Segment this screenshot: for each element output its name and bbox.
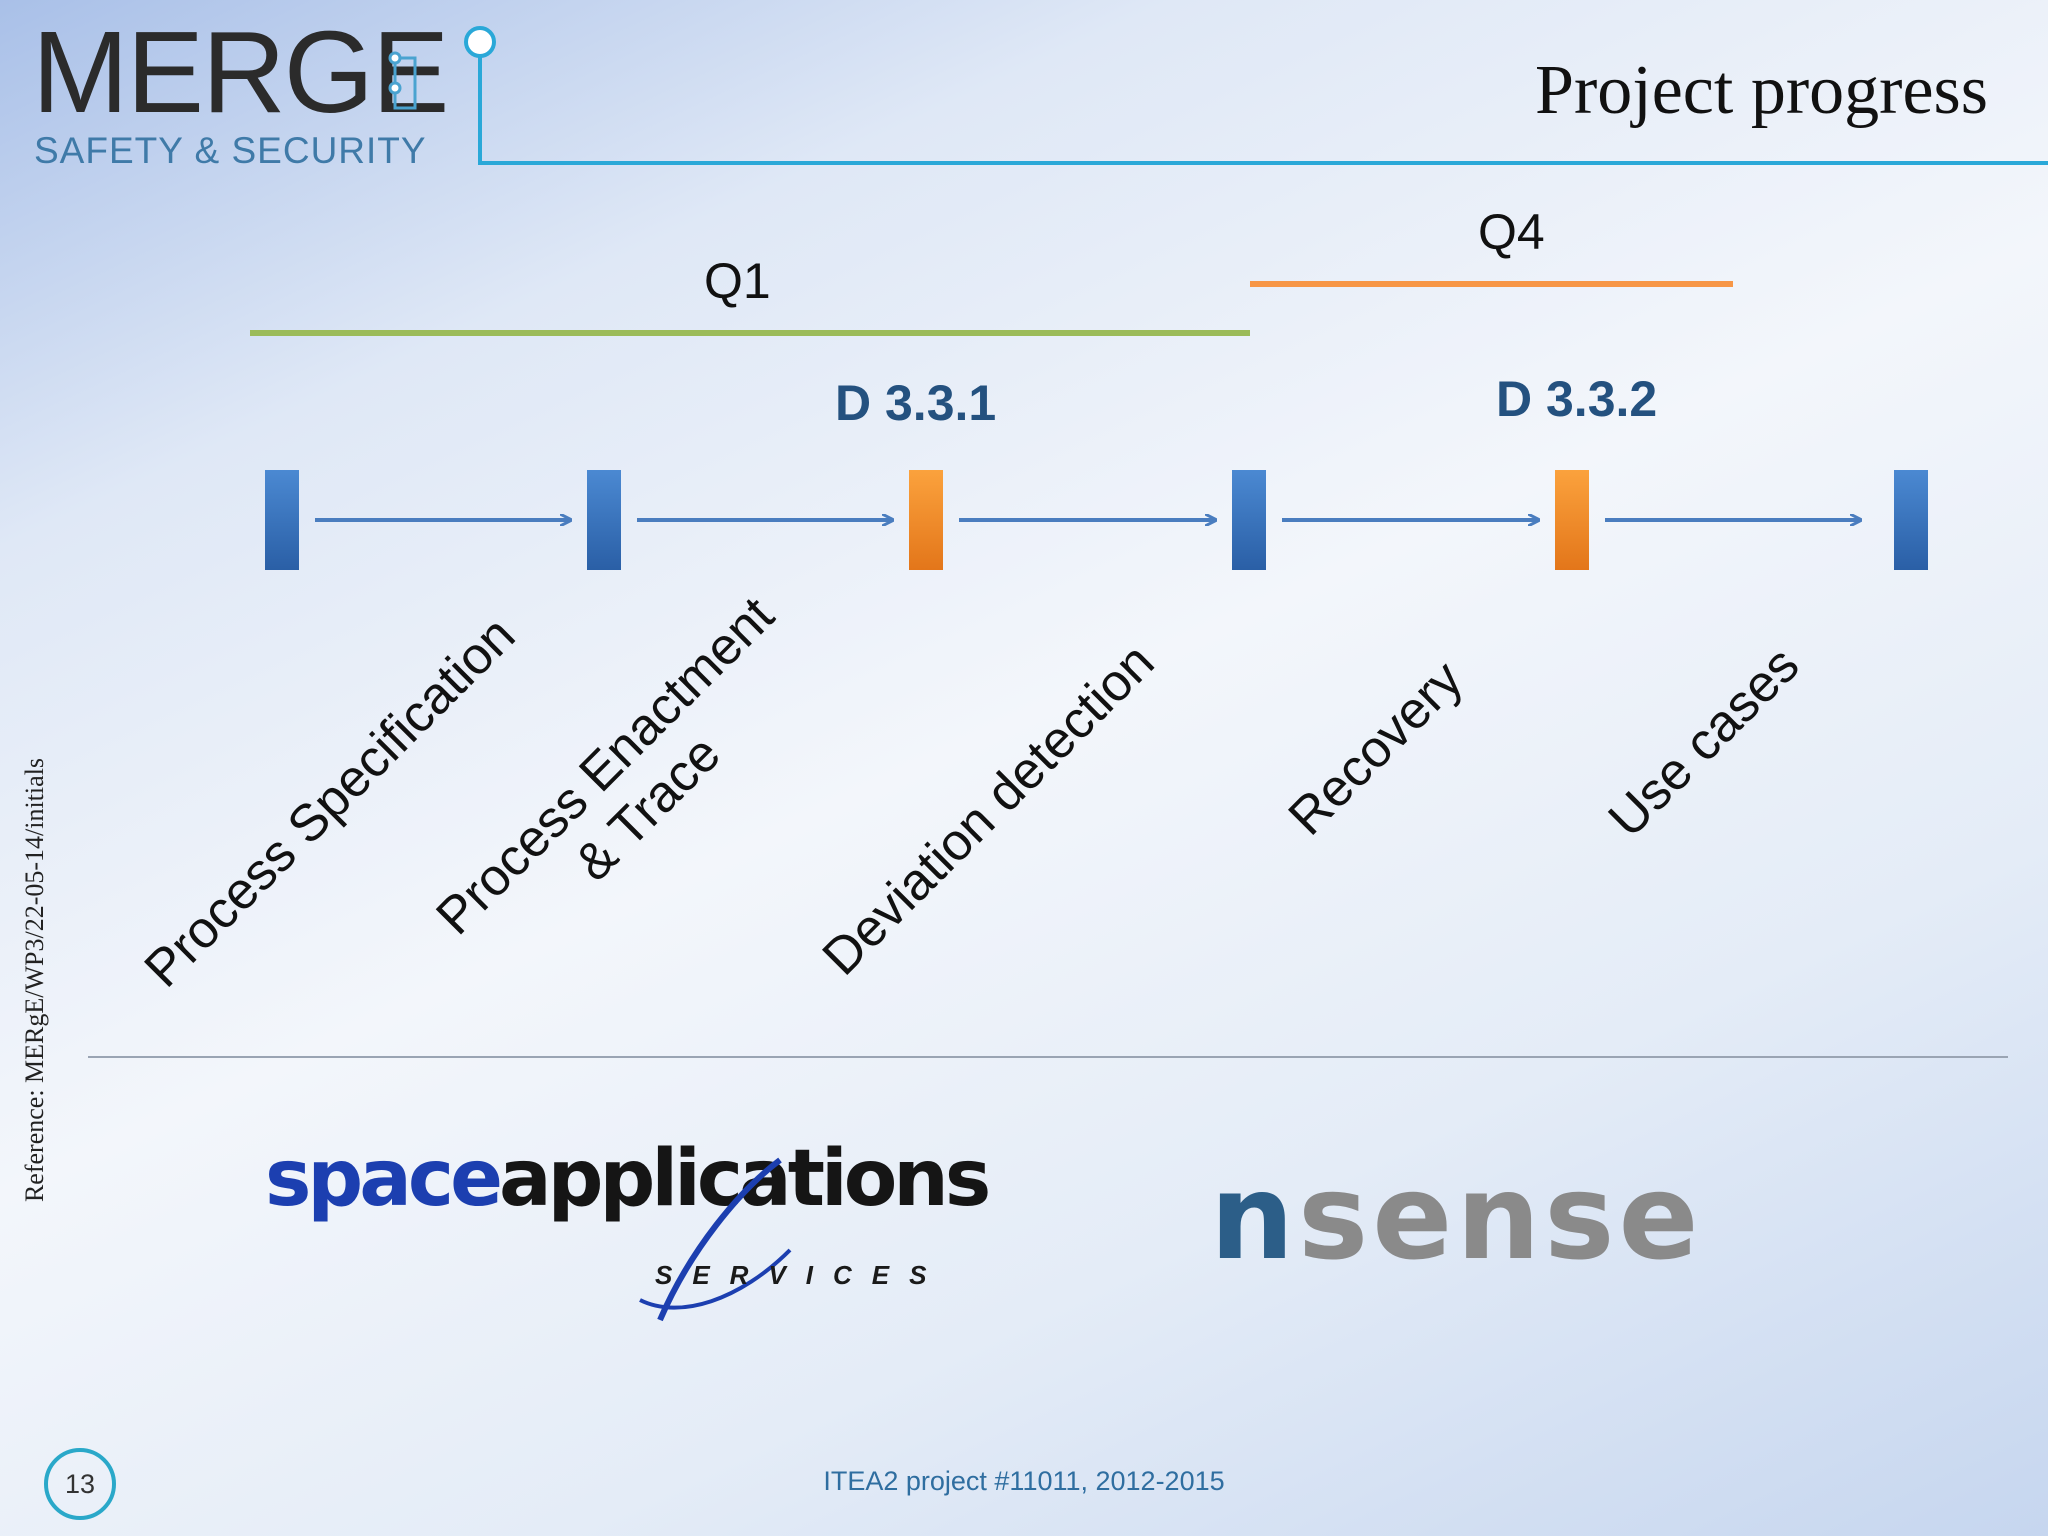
milestone-5-deliverable bbox=[1555, 470, 1589, 570]
footer-text: ITEA2 project #11011, 2012-2015 bbox=[823, 1466, 1225, 1496]
side-reference: Reference: MERgE/WP3/22-05-14/initials bbox=[20, 757, 49, 1203]
space-applications-logo-part2: applications bbox=[499, 1134, 991, 1224]
page-title: Project progress bbox=[1535, 52, 1988, 129]
space-applications-logo-part1: space bbox=[265, 1134, 503, 1224]
milestone-4 bbox=[1232, 470, 1266, 570]
deliverable-label-1: D 3.3.1 bbox=[835, 375, 997, 431]
deliverable-label-2: D 3.3.2 bbox=[1496, 371, 1658, 427]
milestone-1 bbox=[265, 470, 299, 570]
milestone-3-deliverable bbox=[909, 470, 943, 570]
nsense-logo: nsense bbox=[1210, 1158, 1703, 1276]
orbit-swoosh-icon bbox=[639, 1157, 792, 1322]
merge-logo-text: MERGE bbox=[32, 7, 449, 137]
merge-logo-subtitle: SAFETY & SECURITY bbox=[34, 130, 427, 171]
space-applications-logo: spaceapplications bbox=[265, 1140, 991, 1218]
milestone-6 bbox=[1894, 470, 1928, 570]
space-applications-services-text: SERVICES bbox=[655, 1260, 947, 1290]
timeline-diagram bbox=[88, 281, 2008, 1058]
page-number: 13 bbox=[44, 1448, 116, 1520]
milestone-2 bbox=[587, 470, 621, 570]
quarter-label-q4: Q4 bbox=[1478, 204, 1545, 260]
nsense-logo-part2: sense bbox=[1298, 1148, 1703, 1286]
quarter-label-q1: Q1 bbox=[704, 253, 771, 309]
nsense-logo-part1: n bbox=[1210, 1148, 1299, 1286]
header-decoration bbox=[388, 26, 2048, 165]
